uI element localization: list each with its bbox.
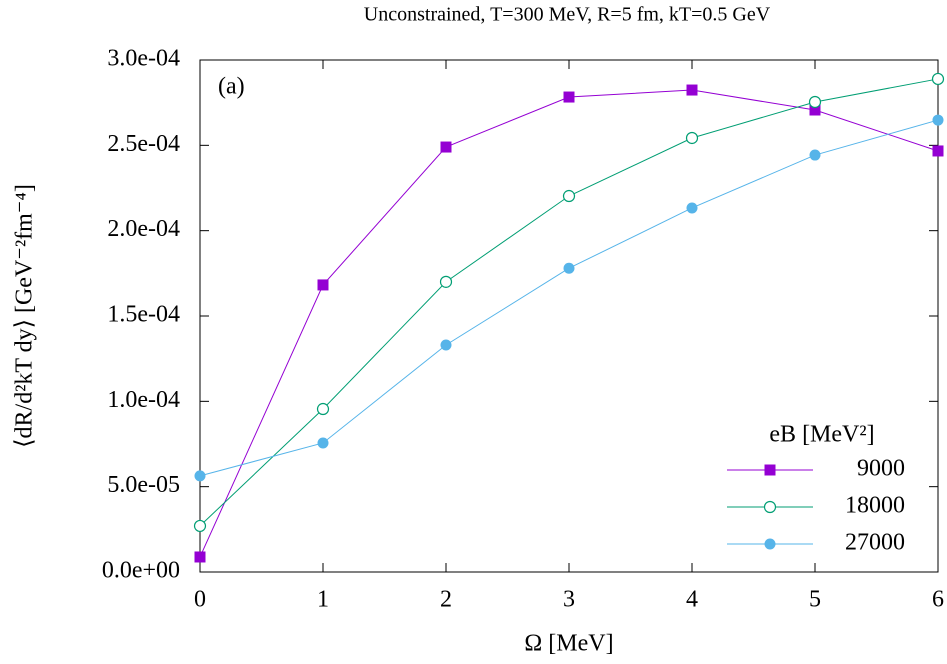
marker [685, 131, 699, 145]
marker [932, 145, 944, 157]
x-tick-label: 4 [686, 587, 698, 613]
marker [439, 275, 453, 288]
marker [440, 339, 452, 351]
marker [563, 262, 575, 274]
marker [809, 104, 821, 116]
y-tick-label: 2.0e-04 [107, 216, 180, 242]
marker [316, 402, 330, 416]
legend-label: 27000 [845, 530, 905, 556]
legend-marker [764, 538, 776, 550]
marker [440, 141, 452, 153]
marker [194, 551, 206, 563]
marker [563, 91, 575, 103]
series-line [199, 89, 939, 558]
y-tick-label: 2.5e-04 [107, 131, 180, 157]
x-axis-label: Ω [MeV] [524, 631, 613, 657]
marker [931, 72, 945, 86]
y-axis-label: ⟨dR/d²kT dy⟩ [GeV⁻²fm⁻⁴] [12, 184, 38, 448]
series-line [199, 78, 939, 527]
marker [808, 95, 822, 109]
y-tick-label: 0.0e+00 [102, 558, 180, 584]
x-tick-label: 0 [194, 587, 206, 613]
marker [562, 189, 576, 203]
y-tick-label: 1.0e-04 [107, 387, 180, 413]
legend-marker [763, 500, 777, 514]
legend-label: 9000 [857, 456, 905, 482]
y-tick-label: 1.5e-04 [107, 302, 180, 328]
legend-label: 18000 [845, 493, 905, 519]
marker [932, 114, 944, 126]
x-tick-label: 5 [809, 587, 821, 613]
x-tick-label: 3 [563, 587, 575, 613]
marker [686, 84, 698, 96]
plot-frame [199, 59, 939, 573]
marker [317, 437, 329, 449]
chart-title: Unconstrained, T=300 MeV, R=5 fm, kT=0.5… [364, 4, 771, 26]
legend-title: eB [MeV²] [769, 422, 874, 448]
x-tick-label: 6 [932, 587, 944, 613]
marker [194, 470, 206, 482]
y-tick-label: 5.0e-05 [107, 472, 180, 498]
legend-marker [764, 464, 776, 476]
marker [686, 202, 698, 214]
marker [809, 149, 821, 161]
panel-label: (a) [218, 74, 245, 100]
x-tick-label: 2 [440, 587, 452, 613]
marker [193, 519, 207, 533]
y-tick-label: 3.0e-04 [107, 46, 180, 72]
marker [317, 279, 329, 291]
x-tick-label: 1 [317, 587, 329, 613]
